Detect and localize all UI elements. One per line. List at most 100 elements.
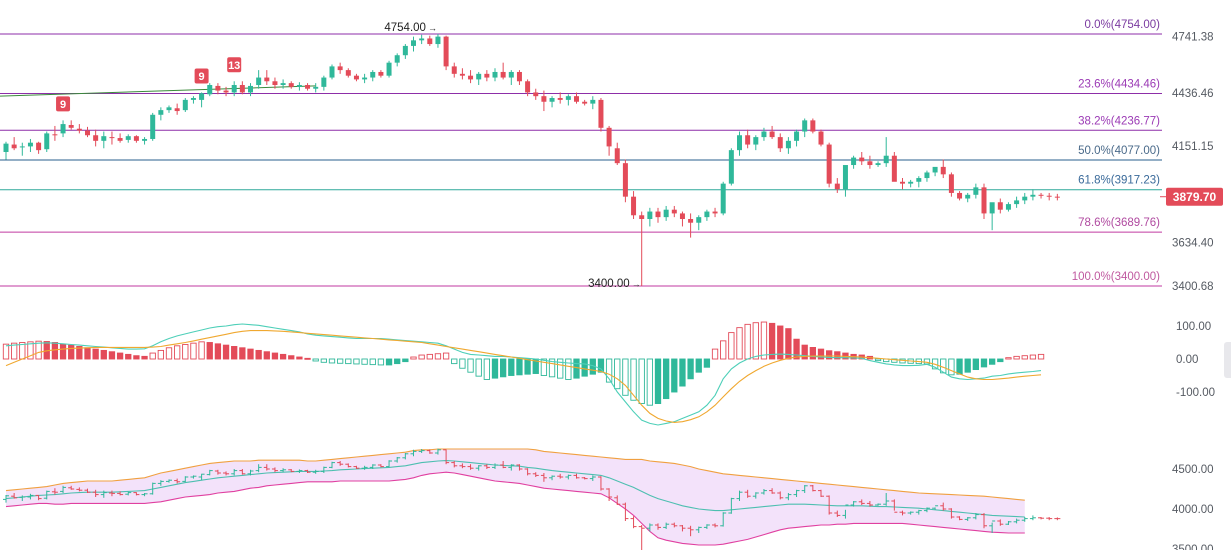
price-axis-tick: 4151.15 xyxy=(1172,141,1214,153)
macd-signal-line xyxy=(5,330,1042,423)
macd-histogram-bar xyxy=(565,358,572,380)
macd-histogram-bar xyxy=(557,358,564,379)
macd-histogram-bar xyxy=(2,343,10,360)
bollinger-axis-tick: 4000.00 xyxy=(1172,504,1214,516)
macd-histogram-bar xyxy=(312,358,319,362)
candle-body xyxy=(215,85,221,91)
macd-histogram-bar xyxy=(597,358,605,373)
macd-histogram-bar xyxy=(703,358,711,368)
macd-histogram-bar xyxy=(157,349,164,360)
macd-histogram-bar xyxy=(508,358,515,376)
macd-histogram-bar xyxy=(948,358,955,376)
fib-level-label: 38.2%(4236.77) xyxy=(1078,115,1160,127)
macd-histogram-bar xyxy=(581,358,588,377)
candle-body xyxy=(606,127,612,147)
bollinger-axis-tick: 3500.00 xyxy=(1172,544,1214,550)
candle-body xyxy=(508,71,514,78)
candle-body xyxy=(321,77,327,87)
candle-body xyxy=(883,155,889,164)
macd-histogram-bar xyxy=(377,358,385,366)
macd-histogram-bar xyxy=(964,358,971,373)
candle-body xyxy=(1054,196,1060,198)
candle-body xyxy=(1022,196,1028,201)
candle-body xyxy=(842,165,848,190)
macd-axis-tick: 0.00 xyxy=(1176,354,1198,366)
candle-body xyxy=(834,183,840,190)
macd-histogram-bar xyxy=(426,353,433,360)
macd-histogram-bar xyxy=(997,358,1004,363)
macd-histogram-bar xyxy=(467,358,474,373)
macd-histogram-bar xyxy=(777,325,784,360)
candle-body xyxy=(239,84,245,93)
macd-histogram-bar xyxy=(361,358,368,365)
macd-histogram-bar xyxy=(100,349,107,360)
panel-scroll-handle[interactable] xyxy=(1224,342,1231,378)
candle-body xyxy=(965,194,971,199)
macd-histogram-bar xyxy=(524,358,531,375)
macd-histogram-bar xyxy=(548,358,556,378)
candle-body xyxy=(614,148,620,164)
macd-histogram-bar xyxy=(190,342,197,360)
signal-badge-label: 9 xyxy=(199,71,205,83)
candle-body xyxy=(663,209,669,218)
candle-body xyxy=(443,36,449,67)
macd-histogram-bar xyxy=(834,351,841,360)
candle-body xyxy=(957,192,963,199)
macd-histogram-bar xyxy=(711,348,719,360)
candle-body xyxy=(745,135,751,145)
candle-body xyxy=(44,133,50,150)
candle-body xyxy=(182,99,188,111)
candle-body xyxy=(989,202,995,214)
macd-histogram-bar xyxy=(622,358,629,396)
macd-histogram-bar xyxy=(646,358,654,406)
candle-body xyxy=(533,92,539,97)
macd-histogram-bar xyxy=(785,328,792,360)
candle-body xyxy=(248,85,253,93)
candle-body xyxy=(802,120,808,132)
macd-histogram-bar xyxy=(793,338,800,360)
candle-body xyxy=(932,166,938,173)
candle-body xyxy=(125,136,131,140)
candle-body xyxy=(688,218,694,223)
candle-body xyxy=(459,73,465,76)
macd-histogram-bar xyxy=(475,358,482,377)
macd-axis-tick: 100.00 xyxy=(1176,321,1211,333)
fib-level-label: 0.0%(4754.00) xyxy=(1085,19,1161,31)
macd-histogram-bar xyxy=(638,358,645,404)
macd-histogram-bar xyxy=(1005,357,1012,360)
macd-histogram-bar xyxy=(874,358,882,362)
macd-histogram-bar xyxy=(695,358,702,373)
candle-body xyxy=(280,83,286,85)
candle-body xyxy=(696,217,702,223)
macd-histogram-bar xyxy=(809,347,817,360)
candle-body xyxy=(394,55,400,63)
macd-histogram-bar xyxy=(891,358,898,363)
macd-histogram-bar xyxy=(614,358,621,390)
macd-histogram-bar xyxy=(1037,353,1045,360)
macd-histogram-bar xyxy=(76,346,83,360)
macd-histogram-bar xyxy=(68,344,75,360)
candle-body xyxy=(362,77,368,80)
candle-body xyxy=(720,183,726,214)
candle-body xyxy=(557,98,563,100)
macd-histogram-bar xyxy=(434,353,442,360)
candle-body xyxy=(1014,200,1020,205)
macd-histogram-bar xyxy=(605,358,613,383)
candle-body xyxy=(818,131,824,145)
candle-body xyxy=(386,62,392,76)
macd-histogram-bar xyxy=(826,350,833,360)
candle-body xyxy=(19,146,25,148)
bollinger-lower xyxy=(5,471,1025,546)
macd-histogram-bar xyxy=(84,347,91,360)
candle-body xyxy=(158,110,164,115)
macd-histogram-bar xyxy=(483,358,490,380)
macd-histogram-bar xyxy=(720,340,727,360)
candle-body xyxy=(500,71,506,78)
signal-badge-label: 13 xyxy=(228,60,240,72)
candle-body xyxy=(231,84,237,93)
candle-body xyxy=(859,157,865,162)
candle-body xyxy=(345,70,351,76)
fib-level-label: 100.0%(3400.00) xyxy=(1072,271,1160,283)
